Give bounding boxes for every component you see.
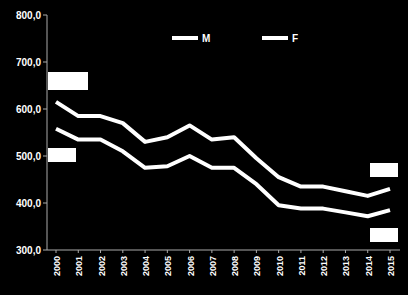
- x-tick-label: 2005: [163, 256, 173, 276]
- x-tick: [56, 250, 57, 253]
- y-tick: [43, 15, 47, 16]
- y-axis: [47, 15, 48, 250]
- x-tick-label: 2000: [52, 256, 62, 276]
- x-tick-label: 2004: [141, 256, 151, 276]
- x-tick: [390, 250, 391, 253]
- chart: 300,0 400,0 500,0 600,0 700,0 800,0 2000 2001 20…: [0, 0, 408, 295]
- x-tick: [278, 250, 279, 253]
- x-tick-label: 2006: [186, 256, 196, 276]
- legend-label: F: [292, 33, 298, 44]
- x-tick: [234, 250, 235, 253]
- x-tick-label: 2002: [97, 256, 107, 276]
- y-tick-label: 700,0: [16, 57, 41, 68]
- x-tick: [167, 250, 168, 253]
- y-tick-label: 500,0: [16, 151, 41, 162]
- y-tick-label: 300,0: [16, 245, 41, 256]
- y-tick-label: 800,0: [16, 10, 41, 21]
- x-tick-label: 2012: [319, 256, 329, 276]
- x-tick-label: 2001: [74, 256, 84, 276]
- y-tick-label: 600,0: [16, 104, 41, 115]
- x-tick: [345, 250, 346, 253]
- y-tick: [43, 62, 47, 63]
- x-tick-label: 2015: [386, 256, 396, 276]
- x-tick: [300, 250, 301, 253]
- series-line: [56, 129, 390, 217]
- y-tick: [43, 203, 47, 204]
- x-tick: [189, 250, 190, 253]
- x-tick: [211, 250, 212, 253]
- x-tick: [78, 250, 79, 253]
- x-tick-label: 2009: [252, 256, 262, 276]
- blank-box: [48, 148, 76, 162]
- x-tick-label: 2013: [341, 256, 351, 276]
- series-line: [56, 102, 390, 196]
- y-tick: [43, 156, 47, 157]
- blank-box: [370, 228, 398, 242]
- x-tick-label: 2008: [230, 256, 240, 276]
- plot-area: [56, 102, 390, 216]
- x-tick-label: 2011: [297, 256, 307, 276]
- x-tick: [145, 250, 146, 253]
- blank-box: [48, 72, 88, 90]
- x-tick: [323, 250, 324, 253]
- legend-label: M: [202, 33, 210, 44]
- y-tick-label: 400,0: [16, 198, 41, 209]
- x-tick: [122, 250, 123, 253]
- x-tick-label: 2014: [364, 256, 374, 276]
- legend-swatch: [262, 36, 288, 40]
- x-tick-label: 2007: [208, 256, 218, 276]
- y-tick: [43, 250, 47, 251]
- x-tick-label: 2010: [275, 256, 285, 276]
- x-axis: [47, 250, 400, 251]
- x-tick: [367, 250, 368, 253]
- y-tick: [43, 109, 47, 110]
- x-tick: [256, 250, 257, 253]
- blank-box: [370, 163, 398, 177]
- x-tick-label: 2003: [119, 256, 129, 276]
- x-tick: [100, 250, 101, 253]
- legend-swatch: [172, 36, 198, 40]
